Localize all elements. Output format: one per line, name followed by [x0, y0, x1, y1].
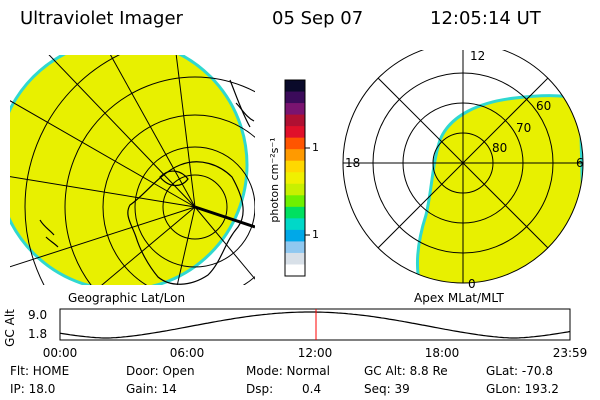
mlat-label-70: 70: [516, 121, 531, 135]
dsp-label: Dsp:: [246, 382, 274, 396]
mode-status: Mode: Normal: [246, 364, 330, 378]
mlt-label-noon: 12: [470, 50, 485, 63]
colorbar-segment: [285, 218, 305, 231]
colorbar-tick-100: 100: [312, 141, 318, 154]
colorbar-segment: [285, 103, 305, 116]
colorbar-unit-label: photon cm⁻²s⁻¹: [268, 137, 281, 222]
colorbar-segment: [285, 91, 305, 104]
altitude-ytick-min: 1.8: [28, 327, 47, 341]
ip-status: IP: 18.0: [10, 382, 56, 396]
glat-status: GLat: -70.8: [486, 364, 553, 378]
flight-status: Flt: HOME: [10, 364, 70, 378]
mlt-label-midnight: 0: [468, 277, 476, 291]
uv-disk-geographic: [10, 55, 249, 285]
altitude-xtick-0600: 06:00: [170, 346, 205, 360]
geographic-caption: Geographic Lat/Lon: [68, 291, 186, 305]
colorbar-segment: [285, 229, 305, 243]
colorbar-segment: [285, 252, 305, 266]
mlat-label-60: 60: [536, 99, 551, 113]
mlat-mlt-image: 12 18 6 0 60 70 80: [342, 50, 584, 291]
colorbar-tick-10: 10: [312, 228, 318, 241]
meridian-marker: [194, 205, 255, 229]
colorbar-segment: [285, 264, 305, 277]
door-status: Door: Open: [126, 364, 195, 378]
dsp-value: 0.4: [302, 382, 322, 396]
colorbar-segment: [285, 172, 305, 185]
colorbar-segment: [285, 241, 305, 254]
coastline: [39, 79, 255, 285]
altitude-ylabel: GC Alt: [3, 309, 17, 347]
altitude-xtick-1200: 12:00: [298, 346, 333, 360]
altitude-xtick-1800: 18:00: [425, 346, 460, 360]
altitude-curve: [59, 311, 571, 339]
colorbar-segment: [285, 149, 305, 162]
colorbar-segment: [285, 126, 305, 139]
lat-lon-grid: [10, 55, 255, 285]
mlat-label-80: 80: [492, 141, 507, 155]
sequence-status: Seq: 39: [364, 382, 410, 396]
colorbar-segment: [285, 80, 305, 93]
colorbar-segment: [285, 206, 305, 219]
colorbar-segment: [285, 160, 305, 173]
gain-status: Gain: 14: [126, 382, 177, 396]
date-label: 05 Sep 07: [272, 8, 364, 29]
altitude-ytick-max: 9.0: [28, 308, 47, 322]
mlt-label-dusk: 18: [345, 156, 360, 170]
time-label: 12:05:14 UT: [430, 8, 541, 29]
instrument-title: Ultraviolet Imager: [20, 8, 183, 29]
colorbar-segment: [285, 183, 305, 196]
colorbar-segment: [285, 137, 305, 150]
mlt-label-dawn: 6: [576, 156, 584, 170]
colorbar-segment: [285, 195, 305, 208]
geographic-image: [10, 55, 255, 285]
glon-status: GLon: 193.2: [486, 382, 559, 396]
colorbar: photon cm⁻²s⁻¹ 100 10: [268, 79, 318, 277]
polar-grid: [342, 50, 584, 284]
gc-altitude-status: GC Alt: 8.8 Re: [364, 364, 448, 378]
altitude-xtick-0000: 00:00: [43, 346, 78, 360]
altitude-xtick-2359: 23:59: [553, 346, 588, 360]
altitude-plot: GC Alt 9.0 1.8 00:00 06:00 12:00 18:00 2…: [3, 308, 588, 360]
colorbar-segment: [285, 114, 305, 127]
mlt-caption: Apex MLat/MLT: [414, 291, 504, 305]
